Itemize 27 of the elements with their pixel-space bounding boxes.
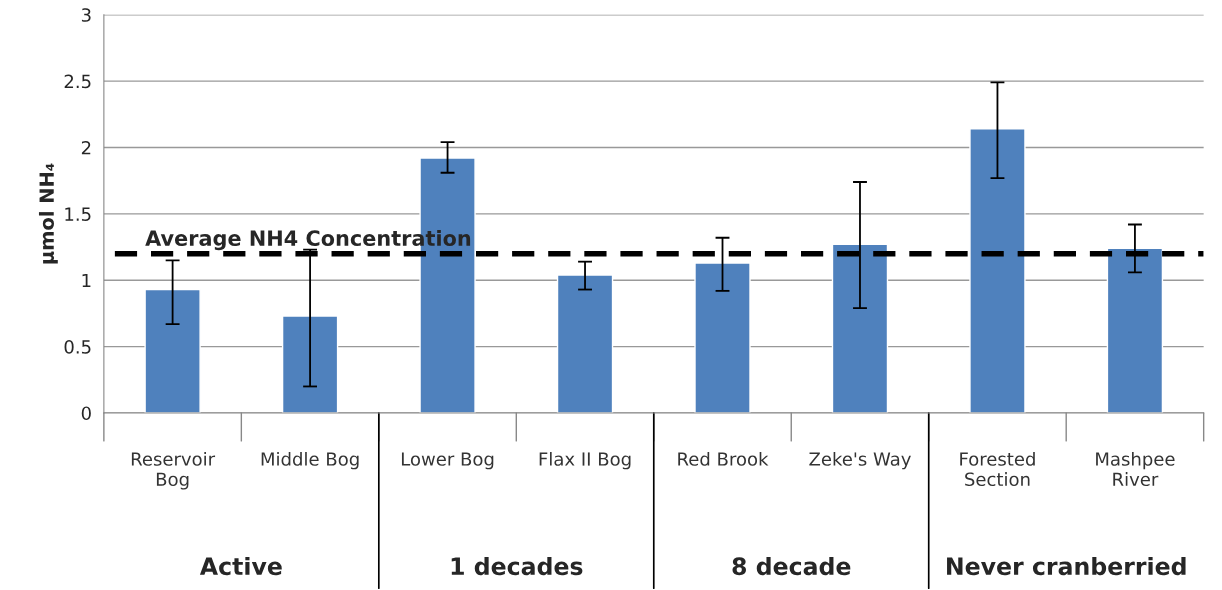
x-tick-label: Mashpee River — [1096, 451, 1175, 487]
y-tick-label: 1 — [82, 273, 91, 288]
y-axis-title: μmol NH₄ — [38, 163, 58, 264]
x-tick-label: Forested Section — [960, 451, 1035, 487]
y-tick-label: 0.5 — [64, 340, 91, 354]
y-tick-label: 2.5 — [64, 74, 91, 89]
text: 1 decades — [451, 556, 583, 576]
text: Active — [199, 556, 282, 576]
bar — [556, 274, 614, 413]
x-tick-label: Zeke's Way — [809, 451, 911, 470]
x-tick-label: Red Brook — [678, 451, 769, 466]
bar — [1106, 247, 1164, 413]
text: 8 decade — [732, 556, 851, 576]
x-tick-label: Middle Bog — [261, 451, 359, 470]
y-tick-label: 3 — [81, 8, 91, 22]
bar — [969, 128, 1026, 413]
bar — [281, 315, 339, 413]
x-tick-label: Reservoir Bog — [131, 451, 216, 490]
text: Never cranberried — [947, 556, 1186, 576]
y-tick-label: 0 — [81, 406, 91, 421]
x-tick-label: Flax II Bog — [539, 451, 631, 470]
y-tick-label: 2 — [81, 140, 91, 155]
bar — [694, 262, 751, 413]
bar — [144, 288, 201, 413]
x-tick-label: Lower Bog — [401, 452, 494, 470]
y-tick-label: 1.5 — [65, 207, 91, 221]
bar — [831, 243, 889, 413]
